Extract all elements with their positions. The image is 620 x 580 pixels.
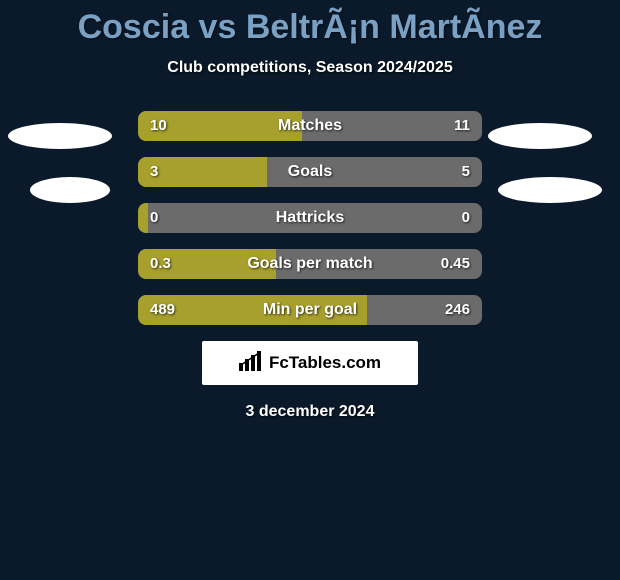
comparison-subtitle: Club competitions, Season 2024/2025 [0, 59, 620, 77]
comparison-title: Coscia vs BeltrÃ¡n MartÃ­nez [0, 0, 620, 47]
bar-left [138, 203, 148, 233]
stat-row-goals: 3 5 Goals [0, 157, 620, 187]
comparison-chart: 10 11 Matches 3 5 Goals 0 0 Hattricks 0.… [0, 111, 620, 325]
bar-track [138, 249, 482, 279]
bar-track [138, 157, 482, 187]
bar-track [138, 111, 482, 141]
bar-left [138, 295, 367, 325]
fctables-logo: FcTables.com [202, 341, 418, 385]
stat-row-goals-per-match: 0.3 0.45 Goals per match [0, 249, 620, 279]
stat-row-matches: 10 11 Matches [0, 111, 620, 141]
bars-icon [239, 351, 263, 376]
bar-left [138, 111, 302, 141]
bar-track [138, 295, 482, 325]
bar-left [138, 157, 267, 187]
stat-row-min-per-goal: 489 246 Min per goal [0, 295, 620, 325]
bar-track [138, 203, 482, 233]
logo-text: FcTables.com [269, 353, 381, 373]
snapshot-date: 3 december 2024 [0, 403, 620, 421]
bar-left [138, 249, 276, 279]
stat-row-hattricks: 0 0 Hattricks [0, 203, 620, 233]
